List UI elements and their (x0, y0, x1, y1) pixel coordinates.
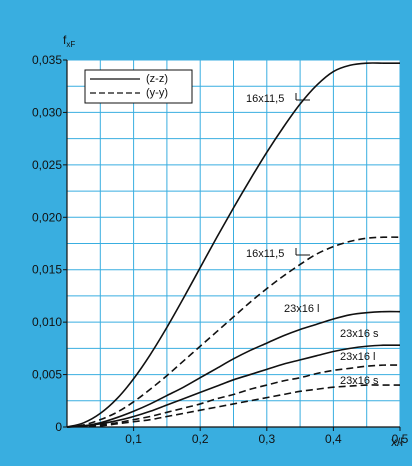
series-line-4 (66, 364, 401, 428)
x-tick-label: 0,4 (325, 432, 342, 446)
svg-text:23x16 l: 23x16 l (284, 303, 319, 315)
series-line-3 (66, 344, 401, 428)
svg-text:23x16 s: 23x16 s (340, 375, 379, 387)
y-tick-label: 0,005 (32, 368, 62, 382)
tick-labels: 0,1 0,2 0,3 0,4 0,5 0 0,005 0,010 0,015 0,020 0,02… (32, 53, 409, 446)
curve-label-23x16-l-y: 23x16 l (340, 351, 375, 363)
y-tick-label: 0,010 (32, 315, 62, 329)
curve-label-23x16-s-y: 23x16 s (340, 375, 379, 387)
legend-label-z: (z-z) (146, 73, 168, 85)
series-line-0 (66, 62, 400, 428)
y-tick-label: 0,020 (32, 210, 62, 224)
x-axis-label: x/l (391, 435, 403, 449)
y-tick-label: 0 (55, 420, 62, 434)
x-tick-label: 0,5 (392, 432, 409, 446)
legend-box (84, 69, 193, 104)
legend-label-y: (y-y) (146, 87, 168, 99)
y-tick-label: 0,035 (32, 53, 62, 67)
svg-text:16x11,5: 16x11,5 (246, 93, 284, 105)
grid (67, 59, 401, 427)
legend: (z-z) (y-y) (84, 69, 193, 104)
x-tick-label: 0,1 (125, 432, 142, 446)
y-tick-label: 0,025 (32, 158, 62, 172)
curve-label-16x11-y: 16x11,5 (246, 248, 310, 260)
curve-labels: 16x11,5 16x11,5 23x16 l 23x16 s 23x16 l … (246, 93, 379, 387)
curve-label-23x16-s-z: 23x16 s (340, 328, 379, 340)
x-tick-label: 0,3 (258, 432, 275, 446)
y-tick-label: 0,030 (32, 105, 62, 119)
svg-text:16x11,5: 16x11,5 (246, 248, 284, 260)
curve-label-16x11-z: 16x11,5 (246, 93, 310, 105)
svg-text:23x16 l: 23x16 l (340, 351, 375, 363)
y-tick-label: 0,015 (32, 263, 62, 277)
axes (66, 60, 400, 428)
series-line-1 (66, 236, 401, 428)
svg-text:23x16 s: 23x16 s (340, 328, 379, 340)
series-line-5 (66, 384, 400, 428)
y-axis-label: fxF (63, 33, 75, 49)
series-layer (66, 62, 401, 428)
curve-label-23x16-l-z: 23x16 l (284, 303, 319, 315)
x-tick-label: 0,2 (192, 432, 209, 446)
series-line-2 (66, 310, 401, 428)
